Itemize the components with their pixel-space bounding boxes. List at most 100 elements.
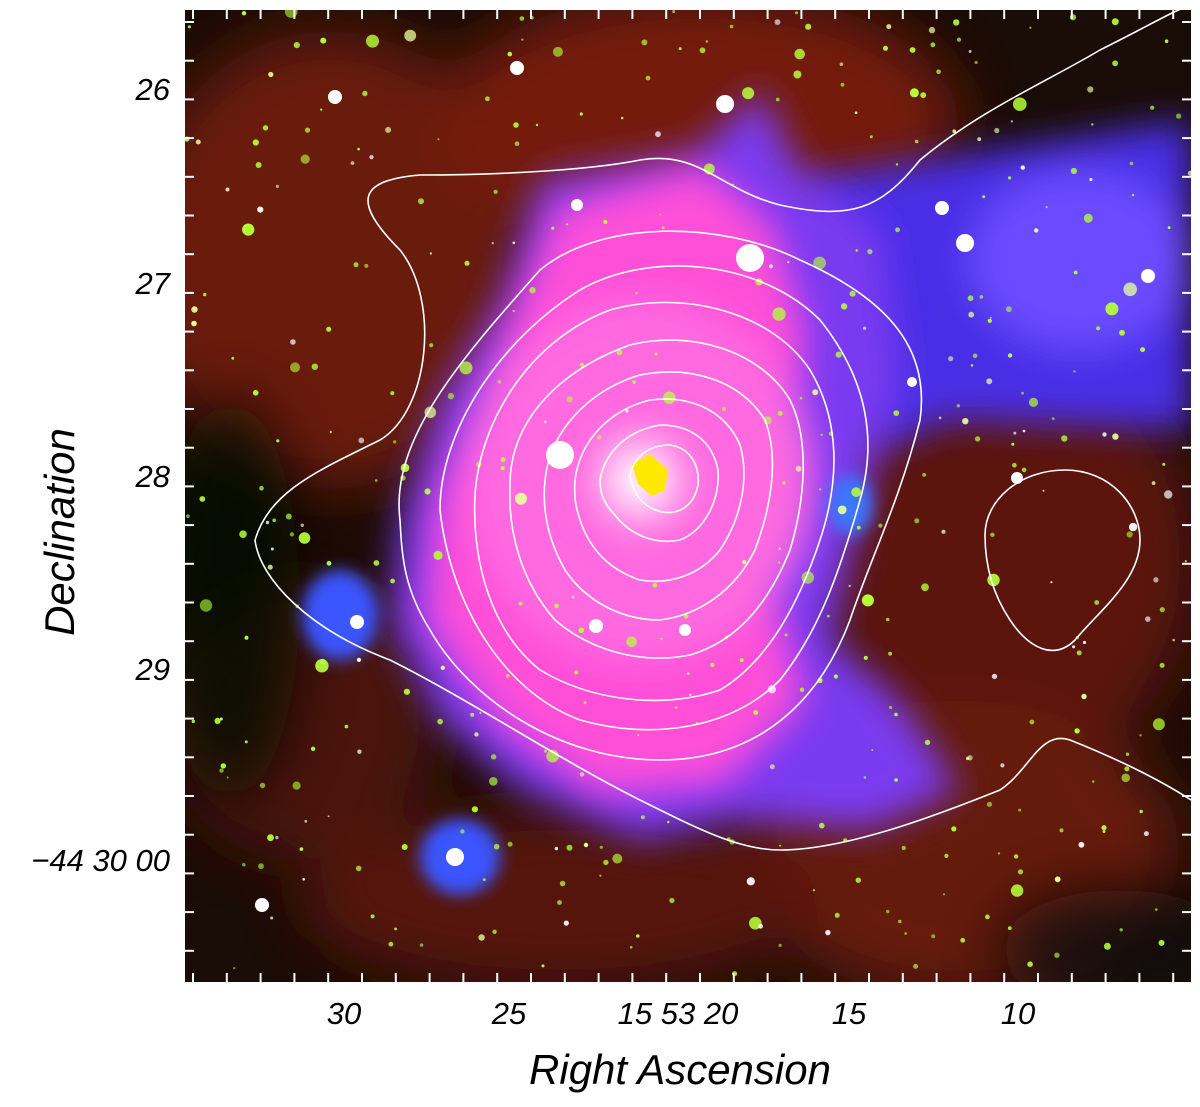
star: [239, 530, 247, 538]
star: [1092, 780, 1095, 783]
x-tick-label: 25: [491, 996, 527, 1031]
star: [1151, 481, 1156, 485]
star: [812, 889, 816, 892]
star: [1126, 531, 1133, 538]
star: [1017, 869, 1024, 875]
star: [620, 116, 624, 120]
star: [820, 433, 823, 436]
star: [541, 964, 545, 968]
star: [805, 23, 812, 30]
star: [404, 29, 417, 42]
star: [883, 45, 888, 51]
star: [1070, 167, 1077, 175]
star: [967, 755, 973, 761]
star: [777, 411, 783, 416]
star: [512, 309, 515, 313]
star: [625, 409, 629, 413]
star: [799, 396, 803, 400]
star: [819, 822, 825, 829]
star: [909, 88, 919, 98]
star: [512, 241, 516, 245]
star: [579, 772, 585, 777]
star: [1091, 123, 1094, 126]
star: [834, 912, 840, 918]
star: [252, 139, 259, 146]
star: [1087, 86, 1094, 93]
star: [840, 303, 848, 310]
star: [974, 60, 978, 65]
bright-star: [446, 848, 464, 866]
star: [353, 262, 359, 268]
star: [1013, 854, 1019, 859]
star: [1007, 926, 1012, 930]
star: [497, 379, 502, 384]
star: [1103, 942, 1111, 950]
star: [840, 82, 845, 87]
star: [203, 292, 207, 297]
star: [1078, 841, 1085, 848]
star: [895, 227, 900, 233]
star: [722, 407, 726, 411]
star: [705, 40, 709, 43]
star: [663, 391, 676, 404]
star: [242, 223, 255, 236]
star: [284, 10, 298, 18]
star: [863, 326, 867, 330]
star: [554, 846, 559, 851]
star: [225, 187, 230, 192]
star: [1121, 773, 1130, 783]
star: [1082, 640, 1087, 645]
star: [1124, 766, 1130, 772]
star: [779, 844, 782, 847]
star: [557, 900, 562, 905]
star: [566, 844, 573, 851]
star: [191, 320, 197, 327]
star: [885, 617, 890, 622]
star: [267, 834, 274, 842]
star: [293, 42, 300, 49]
bright-star: [736, 244, 764, 272]
bright-star: [956, 234, 974, 252]
star: [437, 718, 443, 725]
star: [953, 19, 960, 26]
star: [1083, 213, 1093, 223]
star: [888, 705, 893, 710]
star: [599, 874, 602, 877]
star: [1073, 370, 1076, 373]
star: [994, 127, 1000, 134]
star: [326, 326, 332, 332]
star: [554, 603, 559, 609]
star: [276, 439, 280, 443]
star: [652, 582, 658, 588]
bright-star: [716, 95, 734, 113]
star: [987, 318, 992, 323]
star: [1076, 650, 1082, 656]
bright-star: [255, 898, 269, 912]
star: [356, 657, 361, 663]
star: [300, 523, 304, 527]
star: [401, 844, 408, 850]
star: [326, 560, 332, 566]
x-tick-label: 30: [326, 996, 362, 1031]
star: [1155, 908, 1158, 911]
bright-star: [589, 619, 603, 633]
star: [886, 909, 890, 914]
star: [231, 356, 235, 360]
star: [921, 583, 929, 592]
star: [485, 96, 490, 102]
star: [479, 711, 482, 715]
star: [1073, 270, 1078, 275]
star: [491, 242, 494, 245]
star: [1139, 809, 1143, 814]
star: [1018, 808, 1022, 812]
star: [972, 353, 978, 359]
star: [357, 749, 362, 754]
star: [362, 90, 368, 97]
star: [689, 693, 692, 696]
star: [1102, 432, 1107, 437]
star: [390, 578, 395, 584]
star: [1028, 397, 1039, 407]
star: [985, 914, 990, 920]
star: [774, 19, 781, 25]
star: [799, 687, 805, 692]
